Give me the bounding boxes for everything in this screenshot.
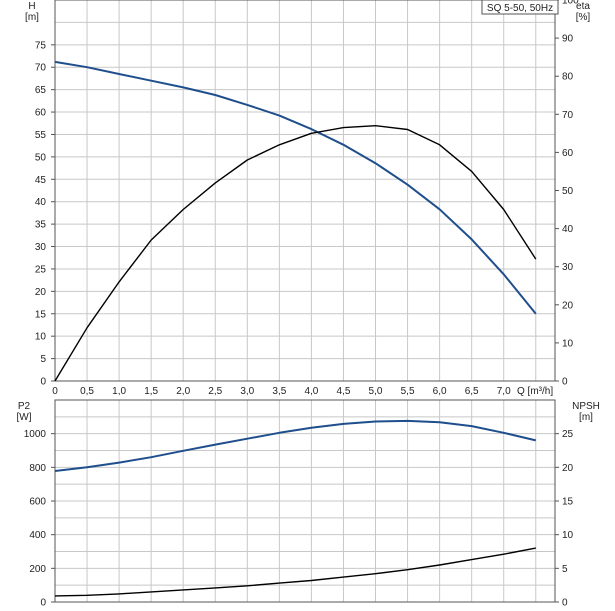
power-axis-tick-label: 400 bbox=[29, 530, 46, 541]
npsh-axis-tick-label: 15 bbox=[562, 497, 574, 508]
eta-axis-tick-label: 60 bbox=[562, 148, 574, 159]
npsh-axis-tick-label: 5 bbox=[562, 564, 568, 575]
head-axis-tick-label: 20 bbox=[35, 287, 47, 298]
flow-axis-tick-label: 6,0 bbox=[433, 386, 447, 397]
power-axis-tick-label: 800 bbox=[29, 463, 46, 474]
power-axis-unit: [W] bbox=[17, 412, 32, 423]
efficiency-curve bbox=[54, 124, 537, 382]
chart-title: SQ 5-50, 50Hz bbox=[487, 3, 553, 14]
head-axis-tick-label: 75 bbox=[35, 40, 47, 51]
eta-axis-tick-label: 0 bbox=[562, 377, 568, 388]
chart-title-box bbox=[481, 0, 559, 15]
eta-axis-tick-label: 70 bbox=[562, 110, 574, 121]
eta-axis-tick-label: 10 bbox=[562, 338, 574, 349]
eta-axis-tick-label: 20 bbox=[562, 300, 574, 311]
npsh-axis-title: NPSH bbox=[572, 401, 600, 412]
flow-axis-tick-label: 4,5 bbox=[337, 386, 351, 397]
head-axis-unit: [m] bbox=[25, 12, 39, 23]
eta-axis-tick-label: 80 bbox=[562, 72, 574, 83]
flow-axis-tick-label: 4,0 bbox=[304, 386, 318, 397]
head-axis-tick-label: 65 bbox=[35, 85, 47, 96]
power-axis-tick-label: 0 bbox=[40, 598, 46, 609]
npsh-axis-unit: [m] bbox=[579, 412, 593, 423]
top-plot-frame bbox=[54, 0, 556, 382]
flow-axis-tick-label: 1,5 bbox=[144, 386, 158, 397]
head-axis-tick-label: 0 bbox=[40, 377, 46, 388]
flow-axis-tick-label: 2,5 bbox=[208, 386, 222, 397]
eta-axis-tick-label: 50 bbox=[562, 186, 574, 197]
flow-axis-tick-label: 3,0 bbox=[240, 386, 254, 397]
flow-axis-tick-label: 2,0 bbox=[176, 386, 190, 397]
power-axis-tick-label: 600 bbox=[29, 497, 46, 508]
head-axis-tick-label: 70 bbox=[35, 63, 47, 74]
head-axis-tick-label: 10 bbox=[35, 332, 47, 343]
flow-axis-tick-label: 1,0 bbox=[112, 386, 126, 397]
power-axis-title: P2 bbox=[18, 401, 31, 412]
power-axis-tick-label: 200 bbox=[29, 564, 46, 575]
flow-axis-label: Q [m³/h] bbox=[517, 386, 553, 397]
head-axis-tick-label: 45 bbox=[35, 175, 47, 186]
eta-axis-tick-label: 100 bbox=[562, 0, 579, 7]
npsh-axis-tick-label: 0 bbox=[562, 598, 568, 609]
npsh-axis-tick-label: 25 bbox=[562, 429, 574, 440]
head-axis-tick-label: 5 bbox=[40, 354, 46, 365]
flow-axis-tick-label: 5,5 bbox=[401, 386, 415, 397]
npsh-axis-tick-label: 20 bbox=[562, 463, 574, 474]
head-axis-tick-label: 55 bbox=[35, 130, 47, 141]
eta-axis-unit: [%] bbox=[576, 12, 591, 23]
head-axis-tick-label: 60 bbox=[35, 108, 47, 119]
power-axis-tick-label: 1000 bbox=[24, 429, 47, 440]
flow-axis-tick-label: 6,5 bbox=[465, 386, 479, 397]
head-axis-tick-label: 25 bbox=[35, 264, 47, 275]
eta-axis-tick-label: 90 bbox=[562, 34, 574, 45]
head-axis-tick-label: 50 bbox=[35, 152, 47, 163]
power-curve bbox=[54, 419, 537, 472]
eta-axis-tick-label: 30 bbox=[562, 262, 574, 273]
eta-axis-tick-label: 40 bbox=[562, 224, 574, 235]
head-axis-title: H bbox=[28, 1, 35, 12]
eta-axis-title: eta bbox=[576, 1, 590, 12]
flow-axis-tick-label: 7,0 bbox=[497, 386, 511, 397]
head-axis-tick-label: 35 bbox=[35, 220, 47, 231]
head-axis-tick-label: 15 bbox=[35, 309, 47, 320]
npsh-curve bbox=[54, 547, 536, 597]
head-axis-tick-label: 30 bbox=[35, 242, 47, 253]
head-axis-tick-label: 40 bbox=[35, 197, 47, 208]
head-curve bbox=[54, 60, 537, 315]
flow-axis-tick-label: 0 bbox=[52, 386, 58, 397]
flow-axis-tick-label: 3,5 bbox=[272, 386, 286, 397]
flow-axis-tick-label: 5,0 bbox=[369, 386, 383, 397]
npsh-axis-tick-label: 10 bbox=[562, 530, 574, 541]
flow-axis-tick-label: 0,5 bbox=[80, 386, 94, 397]
